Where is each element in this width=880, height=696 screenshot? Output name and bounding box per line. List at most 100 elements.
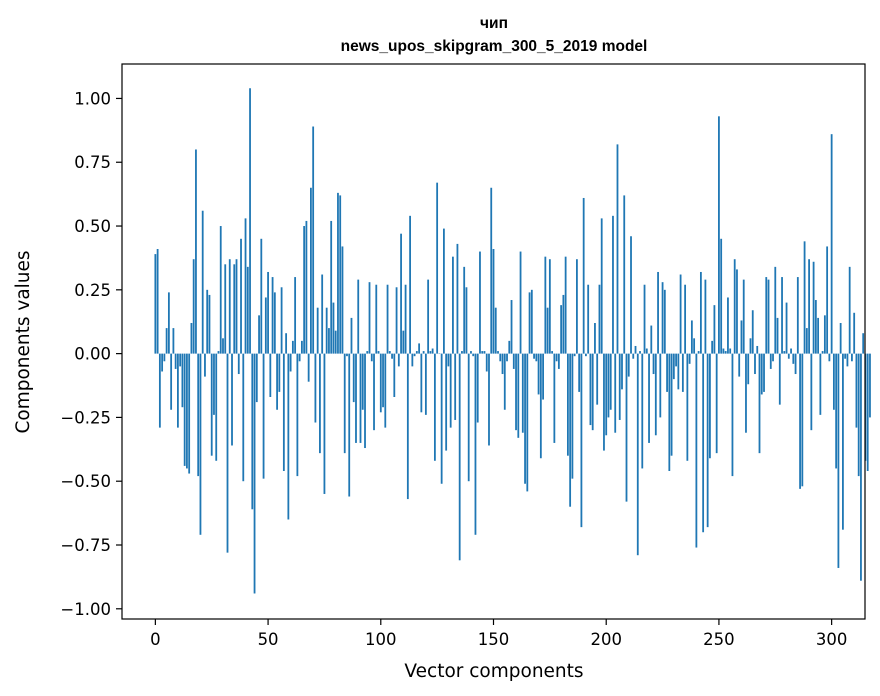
- bar-component-279: [783, 351, 786, 354]
- bar-component-179: [557, 353, 560, 369]
- bar-component-282: [790, 348, 792, 354]
- bar-component-285: [796, 277, 799, 354]
- bar-component-54: [276, 353, 278, 410]
- bar-component-235: [684, 284, 687, 354]
- bar-component-104: [388, 351, 391, 354]
- bar-component-289: [805, 328, 808, 354]
- bar-component-115: [413, 353, 416, 357]
- bar-component-39: [242, 353, 245, 482]
- bar-component-298: [826, 246, 829, 354]
- bar-component-174: [546, 307, 549, 354]
- bar-component-118: [420, 353, 423, 413]
- bar-component-2: [158, 353, 161, 428]
- bar-component-12: [181, 353, 184, 408]
- bar-component-241: [697, 351, 700, 354]
- bar-component-76: [325, 307, 328, 354]
- bar-component-106: [393, 353, 396, 397]
- bar-component-40: [244, 218, 247, 354]
- bar-component-213: [634, 345, 637, 354]
- bar-component-100: [379, 353, 382, 413]
- bar-component-305: [842, 353, 844, 530]
- chart-title-model: news_upos_skipgram_300_5_2019 model: [341, 38, 648, 55]
- bar-component-36: [235, 259, 238, 354]
- bar-component-254: [727, 297, 729, 354]
- bar-component-172: [542, 353, 544, 400]
- bar-component-264: [749, 338, 752, 354]
- bar-component-311: [855, 353, 858, 428]
- bar-component-187: [576, 259, 578, 354]
- bar-component-107: [395, 287, 398, 354]
- bar-component-302: [835, 353, 838, 469]
- bar-component-34: [231, 353, 233, 446]
- bar-component-188: [578, 353, 581, 392]
- bar-component-225: [661, 282, 664, 354]
- bar-component-62: [294, 277, 297, 354]
- bar-component-175: [548, 259, 551, 354]
- bar-component-253: [724, 351, 727, 354]
- bar-component-307: [846, 353, 849, 367]
- bar-component-157: [508, 340, 511, 354]
- bar-component-261: [742, 279, 745, 354]
- bar-component-170: [537, 353, 540, 395]
- bar-component-306: [844, 353, 847, 359]
- bar-component-101: [382, 353, 384, 408]
- x-tick-label: 150: [478, 630, 510, 649]
- bar-component-242: [699, 271, 702, 354]
- bar-component-73: [319, 353, 321, 454]
- bar-component-177: [553, 353, 556, 443]
- bar-component-214: [636, 353, 639, 556]
- bar-component-26: [213, 353, 215, 415]
- bar-component-51: [269, 353, 272, 397]
- x-tick-label: 200: [590, 630, 622, 649]
- bar-component-230: [672, 353, 675, 380]
- bar-component-295: [819, 353, 822, 415]
- bar-component-202: [609, 353, 612, 410]
- bar-component-277: [778, 353, 781, 405]
- bar-component-69: [310, 187, 312, 354]
- bar-component-162: [519, 251, 522, 354]
- bar-component-136: [461, 351, 463, 354]
- bar-component-145: [481, 351, 484, 354]
- bar-component-161: [517, 353, 520, 438]
- bar-component-50: [267, 271, 269, 354]
- x-tick-label: 300: [816, 630, 848, 649]
- bar-component-246: [709, 353, 711, 459]
- bar-component-102: [384, 353, 387, 428]
- bar-component-99: [377, 351, 380, 354]
- bar-component-53: [273, 292, 276, 354]
- y-tick-label: −1.00: [60, 600, 111, 619]
- bar-component-308: [848, 266, 851, 354]
- bar-component-110: [402, 330, 405, 354]
- y-tick-label: 0.00: [74, 345, 111, 364]
- bar-component-201: [607, 353, 610, 418]
- bar-component-169: [535, 353, 538, 362]
- bar-component-221: [652, 353, 655, 375]
- x-tick-label: 0: [150, 630, 161, 649]
- bar-component-227: [666, 353, 668, 392]
- bar-component-255: [729, 348, 732, 354]
- y-tick-label: 0.50: [74, 217, 111, 236]
- bar-component-226: [663, 289, 666, 354]
- bar-component-108: [397, 353, 400, 367]
- bar-component-143: [476, 353, 479, 423]
- bar-component-117: [418, 343, 421, 354]
- bar-component-164: [524, 353, 526, 484]
- bar-component-219: [648, 353, 650, 443]
- bar-component-9: [174, 353, 177, 369]
- bar-component-148: [488, 353, 490, 446]
- bar-component-288: [803, 241, 806, 354]
- bar-component-205: [616, 144, 619, 354]
- bar-component-181: [562, 294, 565, 354]
- bar-component-168: [533, 353, 535, 359]
- chart-title-word: чип: [480, 15, 508, 32]
- bar-component-271: [765, 277, 768, 354]
- bar-component-185: [571, 353, 574, 479]
- bar-component-78: [330, 220, 333, 354]
- bar-component-215: [639, 351, 641, 354]
- bar-component-128: [443, 228, 445, 354]
- bar-component-243: [702, 353, 705, 533]
- bar-component-220: [650, 325, 653, 354]
- bar-component-48: [262, 353, 265, 479]
- bar-component-124: [433, 353, 436, 461]
- bar-component-200: [605, 353, 608, 436]
